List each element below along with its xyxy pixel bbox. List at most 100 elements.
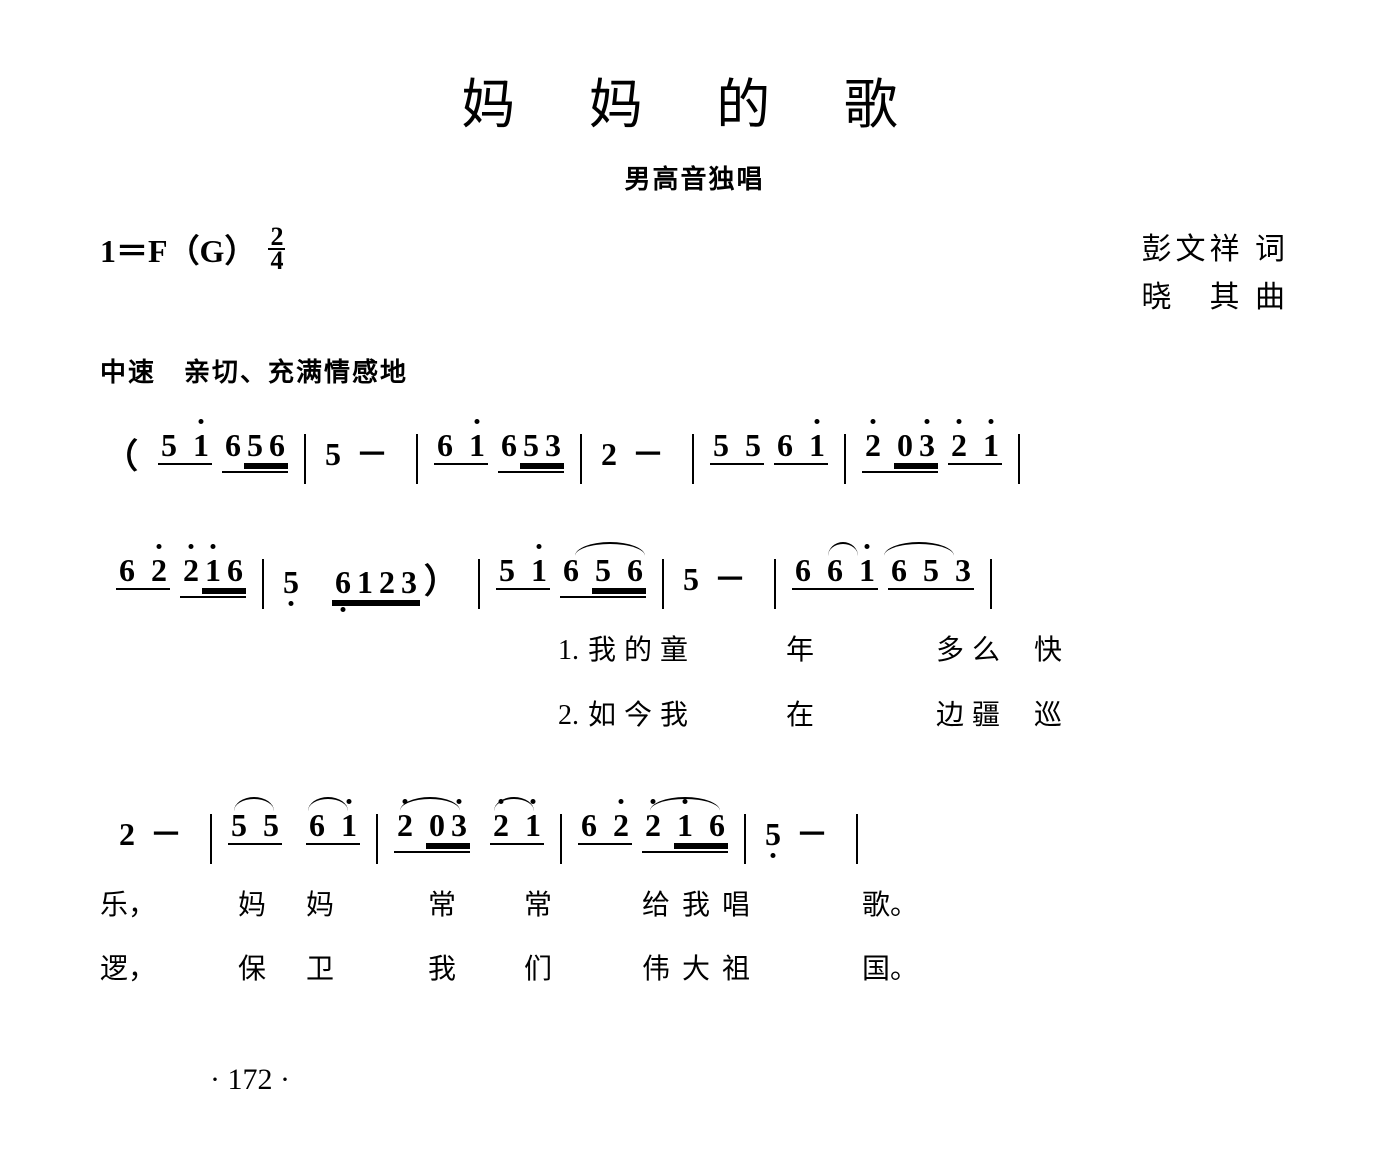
key-text: 1＝F（G） xyxy=(100,226,256,272)
composer: 晓 其 曲 xyxy=(1142,274,1290,322)
lyric-syllable: 唱 xyxy=(722,884,862,929)
lyric-verse-2: 逻， 保 卫 我 们 伟 大 祖 国。 xyxy=(100,948,1289,993)
note: 3 xyxy=(952,554,974,586)
note: 5 xyxy=(742,429,764,461)
note: 3 xyxy=(542,429,564,461)
note: 0 xyxy=(894,429,916,461)
note: 2 xyxy=(490,809,512,841)
lyric-syllable: 大 xyxy=(682,948,722,993)
note: 5 xyxy=(762,818,784,850)
lyric-syllable: 常 xyxy=(428,884,524,929)
lyric-syllable: 年 xyxy=(786,629,936,674)
measure: 5 － xyxy=(746,809,856,851)
lyric-syllable: 边 xyxy=(936,694,972,739)
note: 6 xyxy=(222,429,244,469)
lyric-syllable: 我 xyxy=(588,629,624,674)
lyric-syllable: 我 xyxy=(682,884,722,929)
credits: 彭文祥 词 晓 其 曲 xyxy=(1142,226,1290,322)
note: 6 xyxy=(332,566,354,598)
key-signature: 1＝F（G） 2 4 xyxy=(100,226,287,272)
lyric-syllable: 童 xyxy=(660,629,786,674)
measure: 2 － xyxy=(582,429,692,471)
measure: 2 － xyxy=(100,809,210,851)
measure: 5 6 1 2 3 ） xyxy=(264,554,478,596)
note: 1 xyxy=(522,809,544,841)
lyric-syllable: 快 xyxy=(1034,629,1084,674)
note: 1 xyxy=(202,554,224,586)
lyric-syllable: 么 xyxy=(972,629,1034,674)
note: 2 xyxy=(394,809,416,849)
note: 6 xyxy=(306,809,328,841)
lyric-syllable: 乐， xyxy=(100,884,238,929)
note: 1 xyxy=(856,554,878,586)
lyric-verse-2: 2. 如 今 我 在 边 疆 巡 xyxy=(558,694,1084,739)
bar-line xyxy=(990,559,992,609)
note: 5 xyxy=(920,554,942,586)
rest-dash: － xyxy=(784,809,840,855)
measure: 5 － xyxy=(664,554,774,596)
note: 6 xyxy=(498,429,520,469)
song-title: 妈 妈 的 歌 xyxy=(80,60,1309,139)
song-subtitle: 男高音独唱 xyxy=(80,159,1309,196)
lyric-syllable: 们 xyxy=(524,948,642,993)
lyric-syllable: 疆 xyxy=(972,694,1034,739)
verse-number: 2. xyxy=(558,694,588,739)
lyric-syllable: 在 xyxy=(786,694,936,739)
paren-close: ） xyxy=(420,554,462,603)
lyric-syllable: 给 xyxy=(642,884,682,929)
lyric-verse-1: 乐， 妈 妈 常 常 给 我 唱 歌。 xyxy=(100,884,1289,929)
note: 6 xyxy=(774,429,796,461)
lyric-syllable: 妈 xyxy=(306,884,428,929)
lyric-syllable: 伟 xyxy=(642,948,682,993)
note: 1 xyxy=(980,429,1002,461)
note: 1 xyxy=(466,429,488,461)
tempo-marking: 中速 亲切、充满情感地 xyxy=(100,352,1309,389)
note: 6 xyxy=(434,429,456,461)
note: 1 xyxy=(338,809,360,841)
rest-dash: － xyxy=(344,429,400,475)
note: 3 xyxy=(398,566,420,598)
lyric-syllable: 国。 xyxy=(862,948,942,993)
note: 2 xyxy=(948,429,970,461)
lyrics-line-1: 1. 我 的 童 年 多 么 快 2. 如 今 我 在 边 疆 巡 xyxy=(80,629,1309,739)
note: 2 xyxy=(116,818,138,850)
lyrics-line-2: 乐， 妈 妈 常 常 给 我 唱 歌。 逻， 保 卫 我 们 伟 大 祖 国。 xyxy=(80,884,1309,994)
bar-line xyxy=(856,814,858,864)
bar-line xyxy=(1018,434,1020,484)
note: 6 xyxy=(578,809,600,841)
measure: 5 5 6 1 xyxy=(694,429,844,471)
measure: 2 0 3 2 1 xyxy=(846,429,1018,471)
note: 2 xyxy=(598,438,620,470)
lyric-syllable: 保 xyxy=(238,948,306,993)
note: 6 xyxy=(824,554,846,586)
note: 5 xyxy=(260,809,282,841)
note: 5 xyxy=(680,563,702,595)
note: 6 xyxy=(266,429,288,461)
lyric-syllable: 我 xyxy=(660,694,786,739)
note: 1 xyxy=(674,809,696,841)
note: 5 xyxy=(520,429,542,461)
lyric-syllable: 歌。 xyxy=(862,884,942,929)
lyric-syllable: 妈 xyxy=(238,884,306,929)
lyric-syllable: 今 xyxy=(624,694,660,739)
lyric-syllable: 卫 xyxy=(306,948,428,993)
lyric-syllable: 我 xyxy=(428,948,524,993)
measure: 6 2 2 1 6 xyxy=(100,554,262,596)
note: 6 xyxy=(624,554,646,586)
note: 5 xyxy=(280,566,302,598)
measure: 6 2 2 1 6 xyxy=(562,809,744,851)
measure: 5 1 6 5 6 xyxy=(142,429,304,471)
measure: 6 6 1 6 5 3 xyxy=(776,554,990,596)
music-line-2: 6 2 2 1 6 5 6 1 2 3 ） xyxy=(80,554,1309,609)
lyric-syllable: 的 xyxy=(624,629,660,674)
note: 6 xyxy=(560,554,582,594)
note: 5 xyxy=(228,809,250,841)
lyric-syllable: 常 xyxy=(524,884,642,929)
measure: 2 0 3 2 1 xyxy=(378,809,560,851)
note: 3 xyxy=(916,429,938,461)
measure: 5 1 6 5 6 xyxy=(480,554,662,596)
note: 6 xyxy=(706,809,728,841)
note: 3 xyxy=(448,809,470,841)
note: 5 xyxy=(158,429,180,461)
lyric-verse-1: 1. 我 的 童 年 多 么 快 xyxy=(558,629,1084,674)
